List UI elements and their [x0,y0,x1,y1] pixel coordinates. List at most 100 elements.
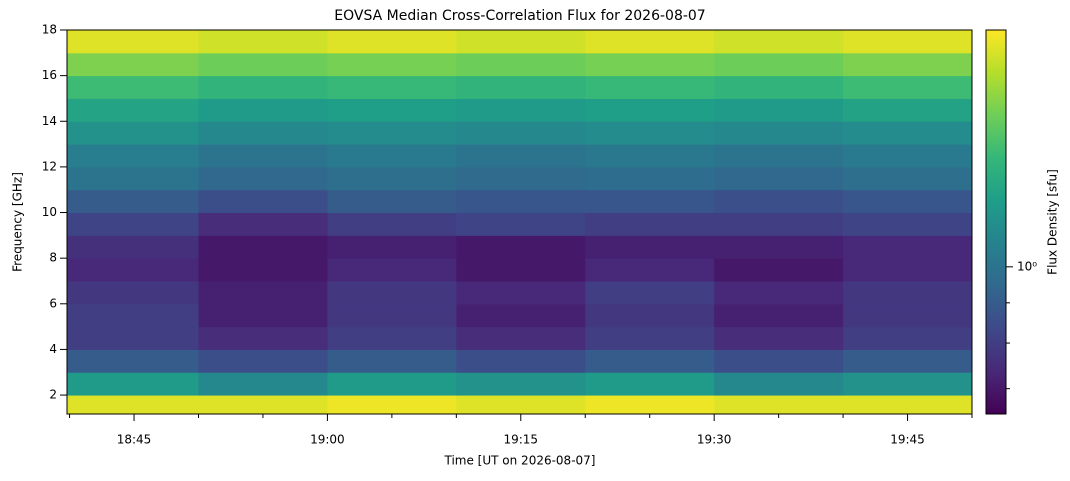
heatmap-cell [67,121,199,145]
heatmap-cell [327,258,457,282]
heatmap-cell [714,75,844,99]
heatmap-cell [585,258,715,282]
heatmap-cell [327,280,457,305]
heatmap-cell [198,52,328,77]
heatmap-cell [585,166,715,191]
colorbar-label: Flux Density [sfu] [1046,169,1060,275]
heatmap-cell [456,212,586,236]
heatmap-cell [843,189,973,214]
y-tick-label: 18 [42,23,57,37]
heatmap-cell [456,75,586,99]
heatmap-cell [585,144,715,168]
heatmap-cell [585,280,715,305]
plot-frame [66,29,973,415]
colorbar-tick-label: 10⁰ [1017,259,1037,273]
y-axis-label: Frequency [GHz] [11,172,25,272]
heatmap-cell [67,144,199,168]
heatmap-cell [327,212,457,236]
heatmap-cell [67,258,199,282]
heatmap-cell [67,395,199,415]
heatmap-cell [198,144,328,168]
heatmap-cell [67,349,199,373]
colorbar [985,29,1007,415]
heatmap-cell [585,395,715,415]
heatmap-cell [67,75,199,99]
heatmap-cell [198,166,328,191]
heatmap-cell [714,144,844,168]
heatmap-cell [327,98,457,122]
heatmap-cell [67,212,199,236]
heatmap-cell [714,280,844,305]
x-tick-label: 18:45 [117,433,152,447]
heatmap-cell [714,326,844,350]
heatmap-cell [714,372,844,396]
heatmap-cell [585,326,715,350]
heatmap-cell [843,303,973,328]
y-tick-label: 4 [49,342,57,356]
heatmap-cell [327,144,457,168]
x-axis-label: Time [UT on 2026-08-07] [444,454,596,468]
heatmap-cell [585,303,715,328]
heatmap-cell [843,30,973,54]
heatmap-cell [198,280,328,305]
heatmap-cell [714,166,844,191]
heatmap-cell [327,30,457,54]
heatmap-cell [327,75,457,99]
heatmap-cell [327,349,457,373]
x-tick-label: 19:30 [697,433,732,447]
heatmap-cell [843,212,973,236]
heatmap-cell [585,52,715,77]
heatmap-cell [327,189,457,214]
heatmap-cell [67,52,199,77]
heatmap-cell [456,326,586,350]
heatmap-cell [714,258,844,282]
heatmap-cell [198,258,328,282]
heatmap-cell [585,212,715,236]
y-tick-label: 16 [42,68,57,82]
x-tick-label: 19:00 [310,433,345,447]
heatmap-cell [843,258,973,282]
heatmap-cell [67,189,199,214]
heatmap-cell [843,98,973,122]
heatmap-cell [456,144,586,168]
heatmap-cell [198,235,328,259]
heatmap-cell [456,98,586,122]
heatmap-cell [843,166,973,191]
heatmap-cell [714,212,844,236]
heatmap-cell [843,52,973,77]
y-tick-label: 14 [42,114,57,128]
heatmap-cell [327,326,457,350]
heatmap-cell [456,280,586,305]
heatmap-cell [67,166,199,191]
heatmap-cell [585,98,715,122]
heatmap-cell [843,349,973,373]
heatmap-cell [198,98,328,122]
heatmap-cell [714,121,844,145]
heatmap-cell [456,166,586,191]
heatmap-cell [585,235,715,259]
heatmap-cell [585,189,715,214]
heatmap-cell [198,212,328,236]
x-tick-label: 19:15 [503,433,538,447]
heatmap-cell [714,30,844,54]
heatmap-cell [714,235,844,259]
y-tick-label: 12 [42,159,57,173]
heatmap-cell [843,144,973,168]
heatmap-cell [198,326,328,350]
heatmap-cell [67,303,199,328]
heatmap-cell [585,372,715,396]
heatmap-cell [67,372,199,396]
heatmap-cell [714,349,844,373]
y-tick-label: 10 [42,205,57,219]
heatmap-cell [843,326,973,350]
heatmap-cell [67,98,199,122]
heatmap-cell [456,349,586,373]
heatmap-cell [843,372,973,396]
heatmap-cell [456,189,586,214]
heatmap-cell [456,303,586,328]
heatmap-cell [843,235,973,259]
heatmap-cell [67,30,199,54]
heatmap-cell [67,235,199,259]
heatmap-cell [327,395,457,415]
